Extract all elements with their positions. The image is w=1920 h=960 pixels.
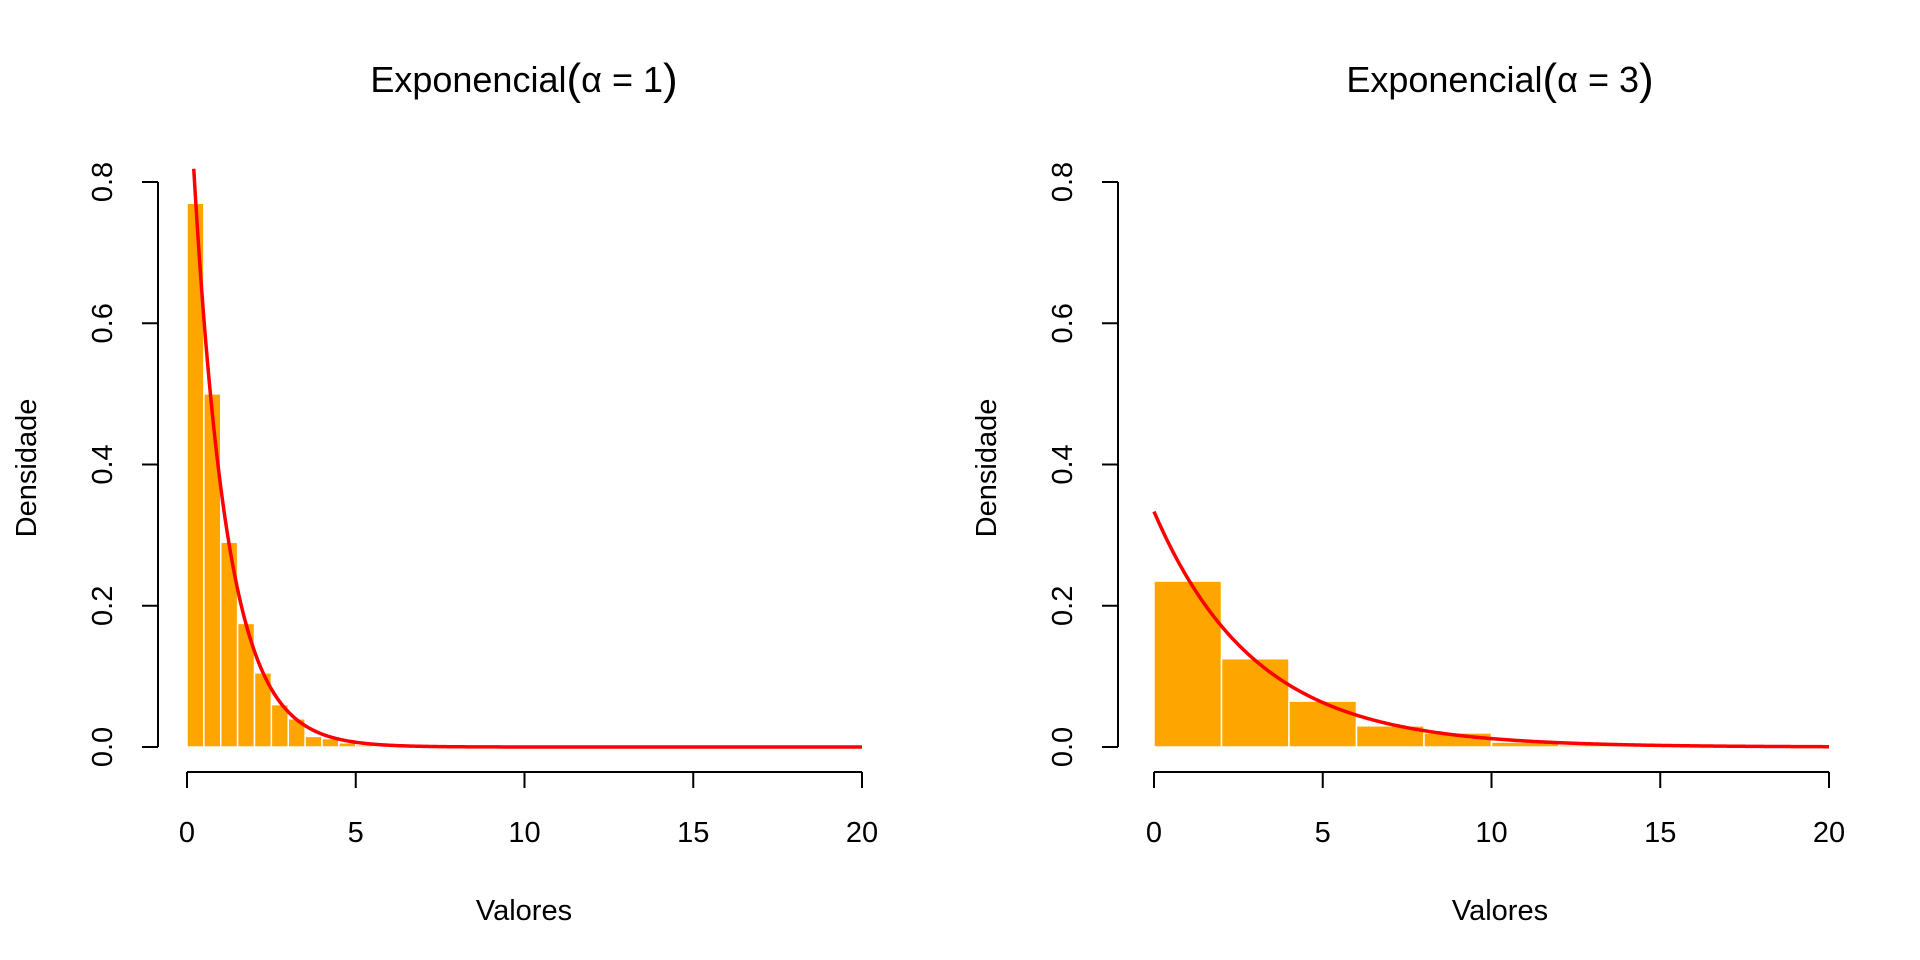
chart-title: Exponencial(α = 1) [370, 55, 677, 104]
density-curve-group [192, 168, 862, 749]
x-tick-label: 0 [179, 817, 195, 849]
x-axis-label: Valores [476, 895, 572, 927]
x-tick-label: 10 [508, 817, 540, 849]
histogram-bar-1 [203, 393, 222, 748]
x-tick-label: 5 [348, 817, 364, 849]
y-tick-label: 0.6 [1047, 303, 1079, 343]
chart-svg: Exponencial(α = 3) Valores Densidade 0 5 1… [971, 55, 1845, 927]
x-tick-label: 20 [1813, 817, 1845, 849]
histogram-bar-7 [304, 735, 323, 748]
title-paren-close: ) [663, 55, 678, 104]
density-curve [1152, 510, 1829, 749]
y-tick-label: 0.8 [1047, 162, 1079, 202]
x-tick-label: 0 [1146, 817, 1162, 849]
y-tick-label: 0.8 [87, 162, 119, 202]
y-axis-label: Densidade [971, 399, 1003, 538]
title-paren-open: ( [1542, 55, 1557, 104]
x-tick-label: 15 [677, 817, 709, 849]
histogram-bars [1153, 580, 1830, 749]
chart-exponential-alpha-1: Exponencial(α = 1) Valores Densidade 0 5 1… [11, 55, 878, 927]
y-axis-label: Densidade [11, 399, 43, 538]
y-tick-label: 0.0 [87, 727, 119, 767]
histogram-bar-2 [1288, 700, 1358, 748]
title-paren-close: ) [1639, 55, 1654, 104]
y-tick-label: 0.4 [87, 444, 119, 484]
y-tick-label: 0.4 [1047, 444, 1079, 484]
density-curve [192, 168, 862, 749]
y-tick-label: 0.0 [1047, 727, 1079, 767]
histogram-bar-1 [1220, 657, 1290, 748]
y-tick-label: 0.2 [1047, 586, 1079, 626]
axes: 0 5 10 15 20 0.0 0.2 0.4 0.6 0.8 [1047, 162, 1845, 849]
y-tick-label: 0.6 [87, 303, 119, 343]
x-axis-label: Valores [1452, 895, 1548, 927]
x-tick-label: 10 [1475, 817, 1507, 849]
x-tick-label: 15 [1644, 817, 1676, 849]
title-paren-open: ( [566, 55, 581, 104]
x-tick-label: 20 [846, 817, 878, 849]
histogram-bars [186, 202, 391, 748]
axes: 0 5 10 15 20 0.0 0.2 0.4 0.6 0.8 [87, 162, 878, 849]
chart-svg: Exponencial(α = 1) Valores Densidade 0 5 1… [11, 55, 878, 927]
chart-title: Exponencial(α = 3) [1346, 55, 1653, 104]
chart-exponential-alpha-3: Exponencial(α = 3) Valores Densidade 0 5 1… [960, 0, 1920, 960]
density-curve-group [1152, 510, 1829, 749]
y-tick-label: 0.2 [87, 586, 119, 626]
histogram-bar-0 [1153, 580, 1223, 748]
x-tick-label: 5 [1315, 817, 1331, 849]
